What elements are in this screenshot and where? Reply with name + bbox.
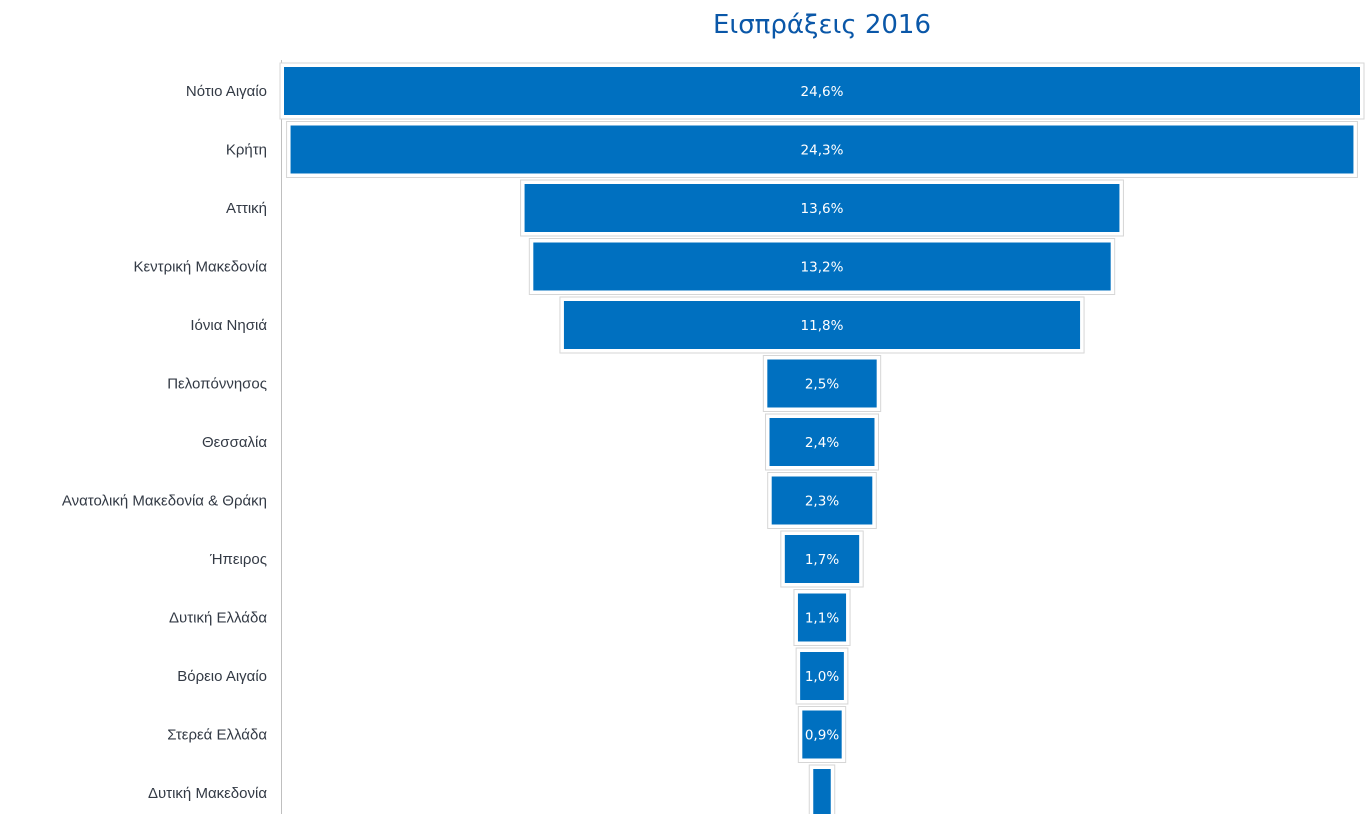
data-label: 13,6% [801, 201, 844, 217]
funnel-bar [284, 67, 1360, 115]
data-label: 24,3% [801, 143, 844, 159]
bars-group: Νότιο Αιγαίο 24,6% Κρήτη 24,3% Αττική 13,6% Κε… [62, 62, 1365, 814]
data-label: 24,6% [801, 84, 844, 100]
data-label: 0,9% [805, 728, 839, 744]
data-label: 2,3% [805, 494, 839, 510]
funnel-bar [290, 125, 1354, 174]
funnel-bar [771, 476, 873, 525]
category-label: Ανατολική Μακεδονία & Θράκη [62, 493, 267, 510]
category-label: Αττική [226, 200, 267, 217]
chart-title: Εισπράξεις 2016 [713, 10, 931, 40]
category-label: Θεσσαλία [202, 434, 267, 451]
funnel-bar [563, 301, 1081, 349]
category-label: Ήπειρος [209, 551, 267, 568]
category-label: Ιόνια Νησιά [190, 317, 267, 334]
data-label: 11,8% [801, 318, 844, 334]
category-label: Δυτική Ελλάδα [169, 610, 267, 627]
funnel-bar [797, 593, 847, 642]
funnel-bar [767, 359, 877, 408]
category-label: Δυτική Μακεδονία [148, 785, 267, 802]
category-label: Στερεά Ελλάδα [167, 727, 267, 744]
category-label: Κρήτη [226, 142, 267, 159]
funnel-bar [533, 242, 1111, 291]
data-label: 2,5% [805, 377, 839, 393]
funnel-bar [769, 418, 875, 466]
data-label: 1,7% [805, 552, 839, 568]
funnel-bar [784, 535, 860, 583]
data-label: 1,1% [805, 611, 839, 627]
data-label: 13,2% [801, 260, 844, 276]
category-label: Νότιο Αιγαίο [186, 83, 267, 100]
category-label: Πελοπόννησος [167, 376, 267, 393]
funnel-bar [800, 652, 844, 700]
funnel-bar [813, 769, 831, 814]
funnel-bar [524, 184, 1120, 232]
category-label: Βόρειο Αιγαίο [177, 668, 267, 685]
category-label: Κεντρική Μακεδονία [133, 259, 267, 276]
data-label: 1,0% [805, 669, 839, 685]
data-label: 2,4% [805, 435, 839, 451]
funnel-bar [802, 710, 842, 759]
